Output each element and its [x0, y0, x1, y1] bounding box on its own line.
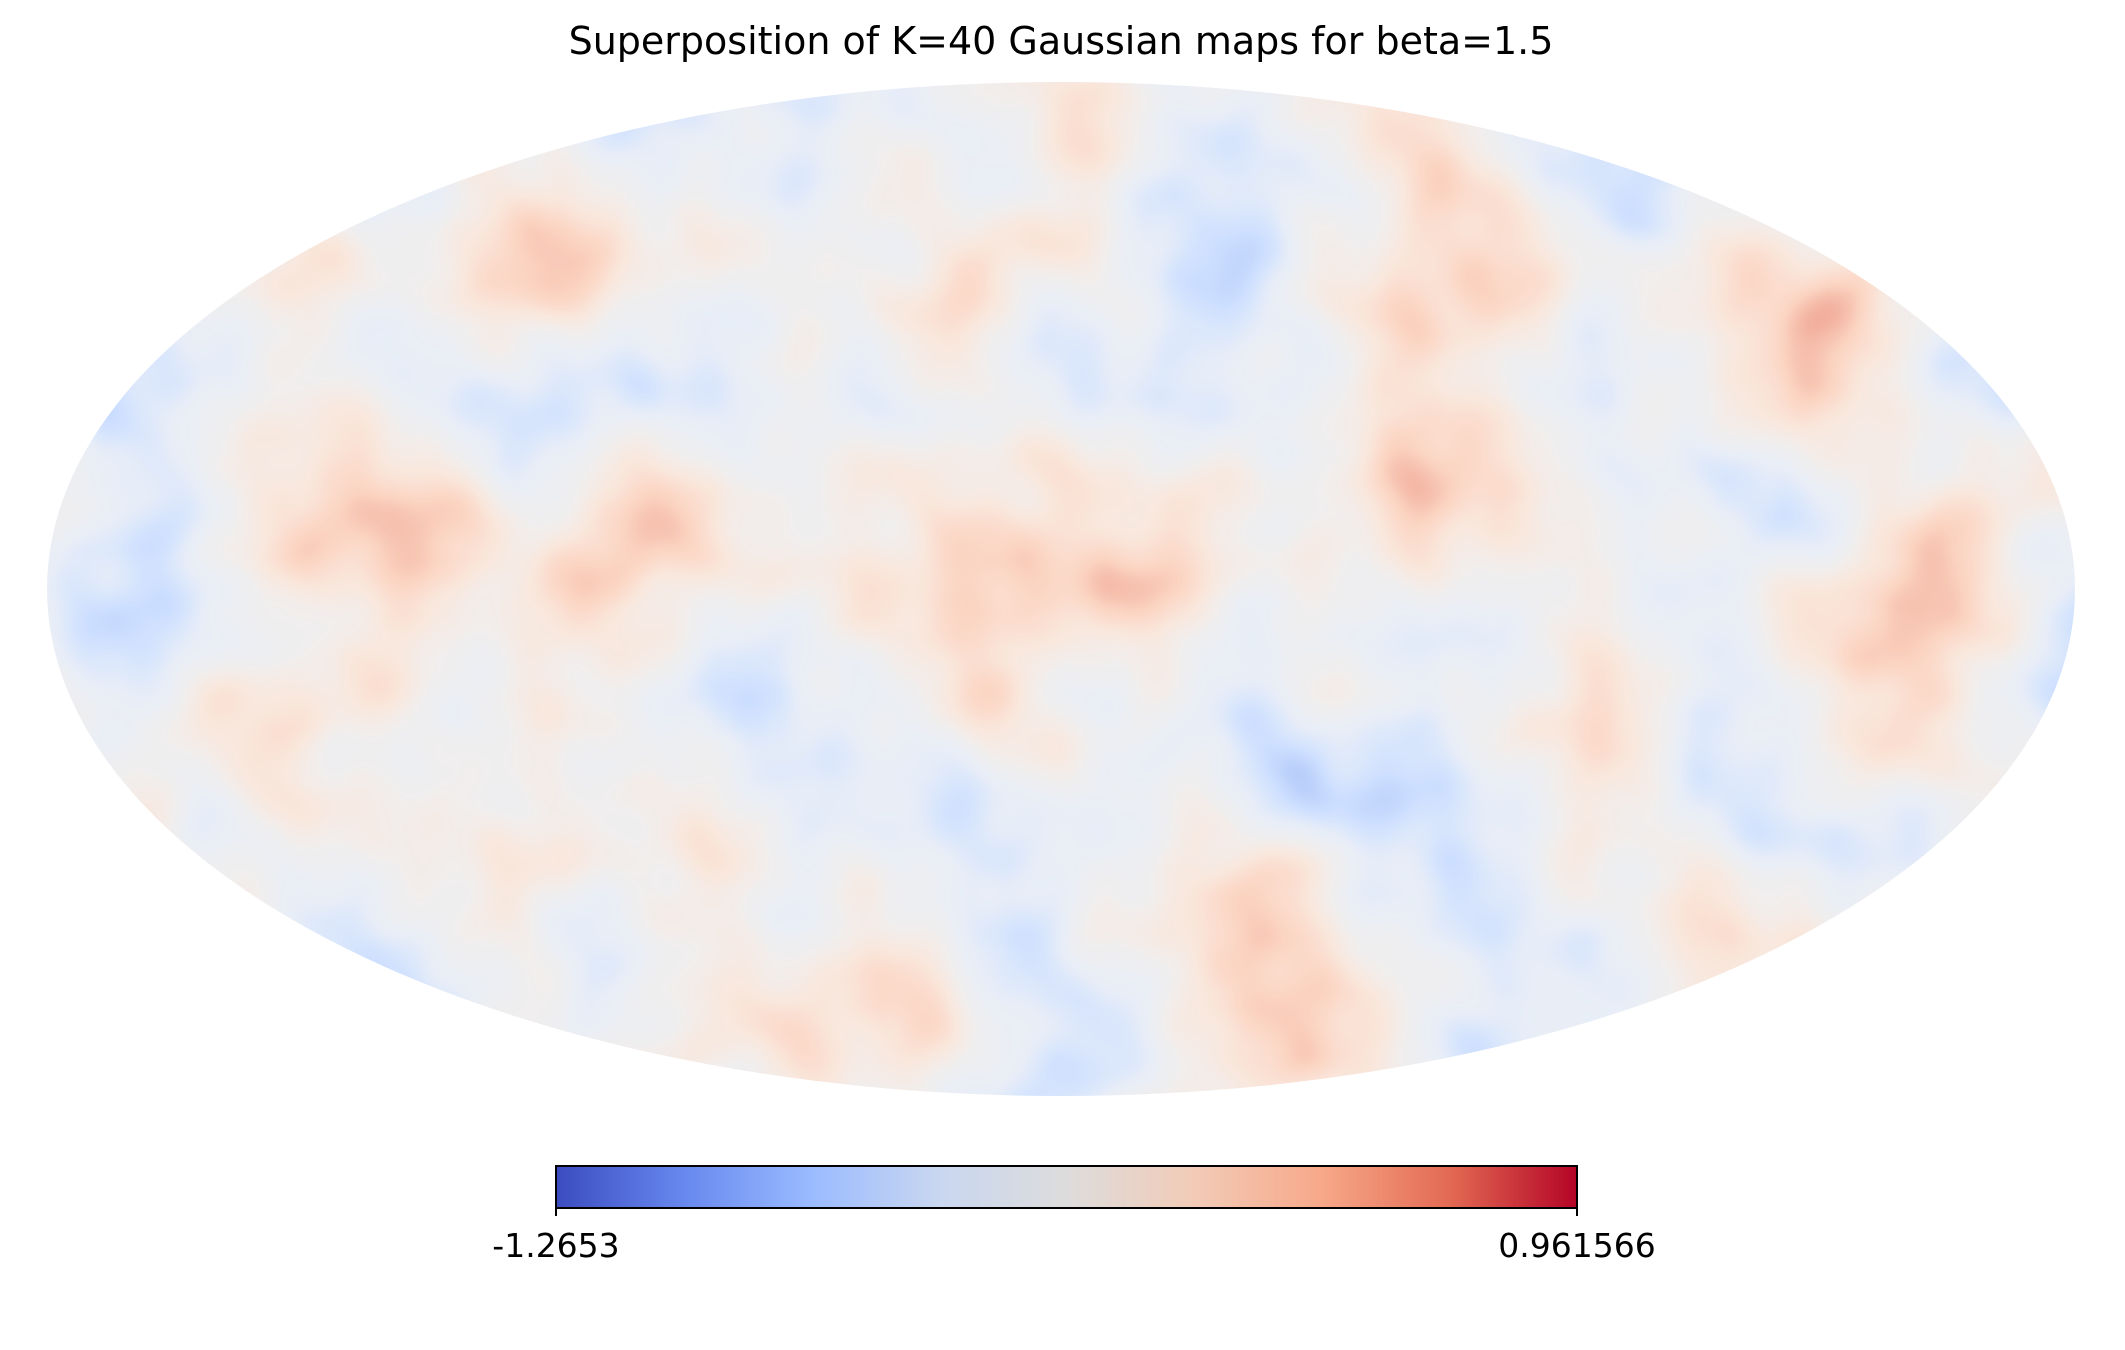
colorbar-max-label: 0.961566: [1498, 1226, 1655, 1265]
chart-title: Superposition of K=40 Gaussian maps for …: [569, 19, 1554, 63]
colorbar-fill: [556, 1166, 1577, 1208]
colorbar: -1.2653 0.961566: [492, 1165, 1656, 1265]
map-field: [47, 82, 2075, 1096]
mollweide-map: [47, 82, 2075, 1096]
colorbar-min-label: -1.2653: [492, 1226, 619, 1265]
colorbar-frame: [555, 1165, 1578, 1209]
